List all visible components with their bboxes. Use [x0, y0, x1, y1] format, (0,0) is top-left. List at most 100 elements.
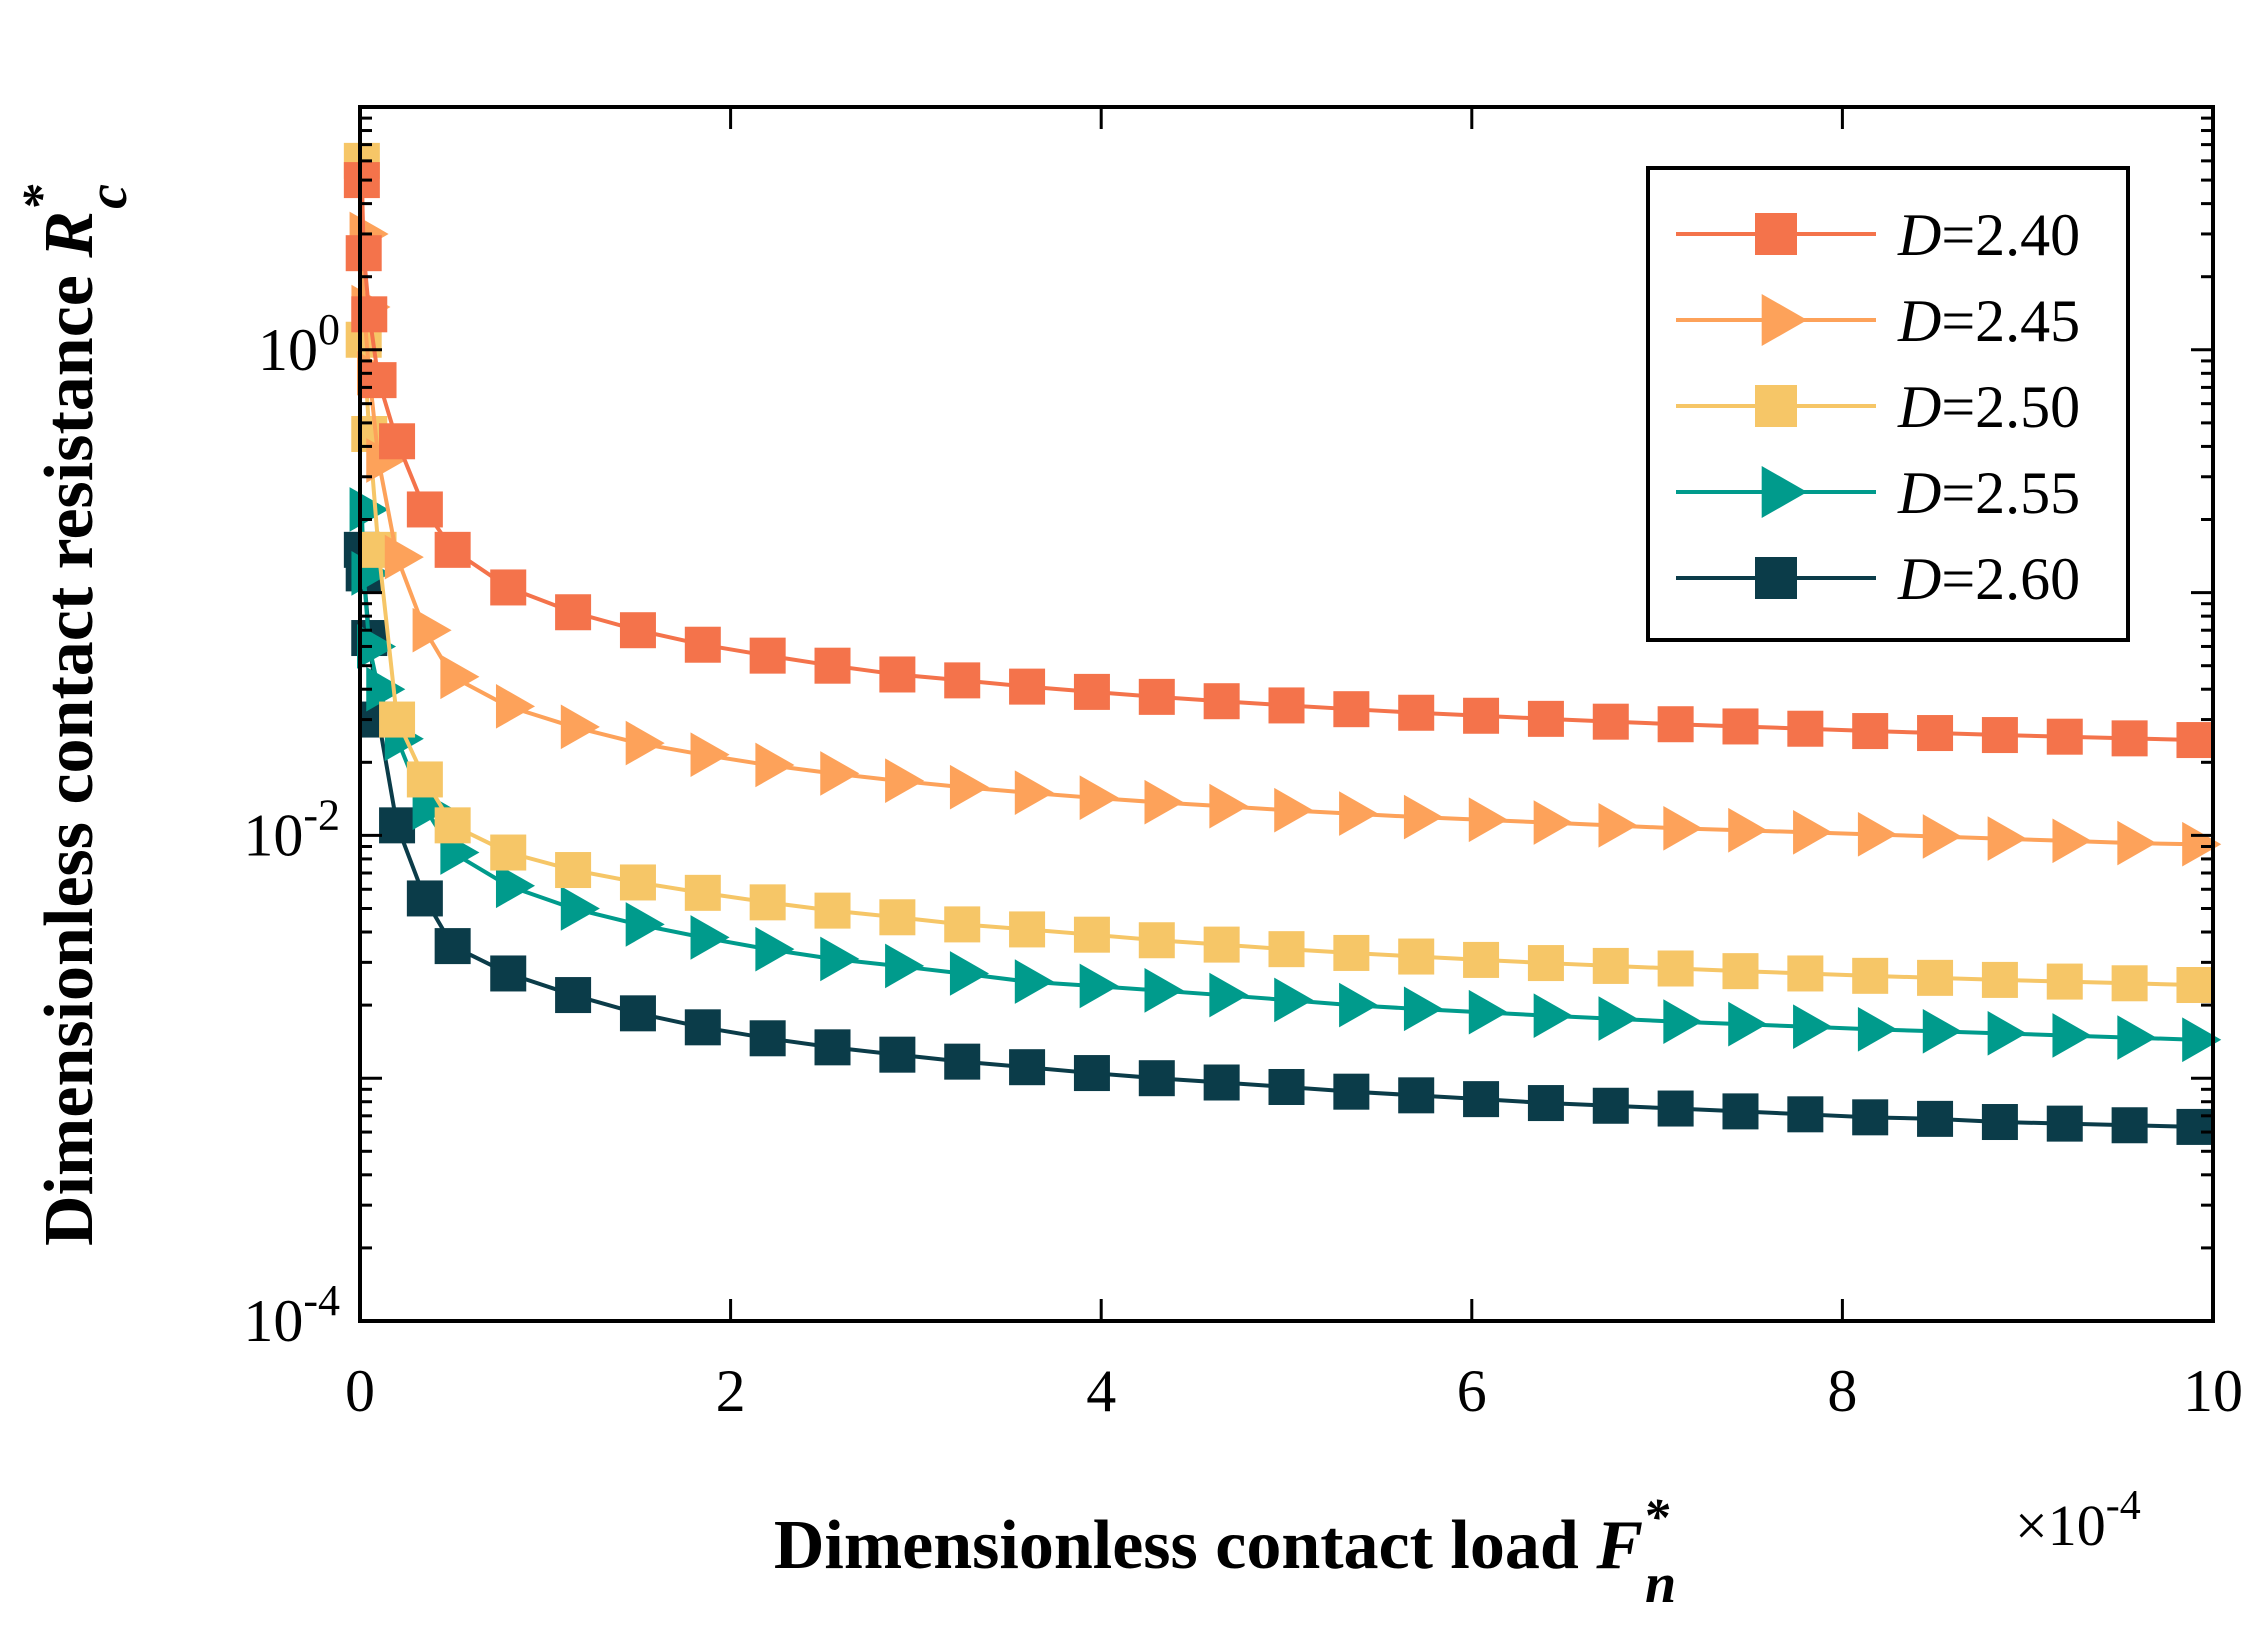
data-point — [944, 1043, 981, 1080]
data-point — [944, 662, 981, 699]
data-point — [434, 807, 471, 844]
data-point — [684, 626, 721, 663]
data-point — [490, 834, 527, 871]
data-point — [1722, 953, 1759, 990]
data-point — [684, 1009, 721, 1046]
data-point — [1333, 934, 1370, 971]
legend-item: D=2.50 — [1676, 374, 2080, 440]
data-point — [684, 874, 721, 911]
legend-marker — [1761, 293, 1808, 347]
data-point — [1987, 816, 2027, 861]
data-point — [1657, 950, 1694, 987]
data-point — [1787, 1096, 1824, 1133]
data-point — [1917, 715, 1954, 752]
data-point — [1079, 775, 1119, 821]
data-point — [814, 892, 851, 929]
data-point — [690, 732, 730, 778]
data-point — [1987, 1011, 2027, 1056]
data-point — [555, 852, 592, 889]
series-line — [359, 549, 2195, 1129]
data-point — [949, 764, 990, 810]
data-point — [2111, 1107, 2148, 1144]
series-line — [359, 180, 2195, 743]
data-point — [1079, 963, 1119, 1009]
data-point — [1981, 961, 2018, 998]
data-point — [434, 928, 471, 965]
data-point — [814, 1029, 851, 1066]
data-point — [1138, 922, 1175, 959]
data-point — [1398, 694, 1435, 731]
data-point — [749, 637, 786, 674]
legend: D=2.40 D=2.45 D=2.50 D=2.55 D=2.60 — [1646, 166, 2130, 642]
data-point — [1657, 1090, 1694, 1127]
data-point — [949, 951, 990, 996]
data-point — [690, 915, 730, 960]
data-point — [1527, 1085, 1564, 1122]
data-point — [379, 807, 416, 844]
data-point — [366, 438, 406, 483]
data-point — [1014, 770, 1054, 815]
data-point — [1014, 959, 1054, 1004]
data-point — [1922, 1008, 1962, 1054]
axes-layer: 100 10-2 10-40 2 4 6 8 10 — [243, 105, 2243, 1424]
data-point — [555, 594, 592, 631]
legend-label: D=2.55 — [1897, 460, 2080, 526]
data-point — [749, 1020, 786, 1057]
data-point — [2052, 818, 2092, 864]
data-point — [1138, 678, 1175, 715]
data-point — [1073, 1055, 1110, 1092]
data-point — [619, 864, 656, 901]
data-point — [406, 880, 443, 917]
legend-item: D=2.60 — [1676, 546, 2080, 612]
data-point — [1793, 809, 1833, 855]
axes-frame — [358, 105, 2215, 1323]
data-point — [1463, 941, 1500, 978]
legend-label: D=2.60 — [1897, 546, 2080, 612]
data-point — [2182, 821, 2222, 867]
data-point — [1793, 1004, 1833, 1050]
data-point — [1274, 787, 1314, 833]
data-point — [879, 1036, 916, 1073]
data-point — [1274, 977, 1314, 1023]
data-point — [1663, 999, 1703, 1044]
data-point — [1728, 807, 1768, 853]
legend-item: D=2.55 — [1676, 460, 2080, 526]
data-point — [1403, 986, 1443, 1032]
data-point — [1592, 703, 1629, 740]
data-point — [440, 654, 480, 700]
data-point — [2176, 722, 2213, 759]
data-point — [356, 624, 397, 669]
data-point — [495, 684, 536, 729]
data-point — [625, 720, 665, 766]
data-point — [406, 761, 443, 798]
data-point — [1857, 1006, 1897, 1052]
data-point — [2182, 1017, 2222, 1063]
data-point — [1073, 673, 1110, 710]
data-point — [1339, 791, 1379, 836]
data-point — [1268, 687, 1305, 724]
data-point — [1203, 926, 1240, 963]
data-point — [1917, 1100, 1954, 1137]
data-point — [2176, 967, 2213, 1004]
data-point — [1787, 955, 1824, 992]
data-point — [412, 607, 452, 653]
data-point — [1398, 938, 1435, 975]
data-point — [555, 977, 592, 1014]
x-tick-label: 6 — [1457, 1358, 1487, 1424]
data-point — [1527, 945, 1564, 982]
data-point — [625, 902, 665, 947]
data-point — [560, 704, 600, 750]
data-point — [1852, 713, 1889, 750]
x-tick-label: 8 — [1827, 1358, 1857, 1424]
y-tick-label: 10-2 — [243, 790, 340, 868]
data-point — [820, 936, 860, 982]
x-tick-label: 2 — [716, 1358, 746, 1424]
data-point — [1333, 691, 1370, 728]
x-axis-multiplier: ×10-4 — [2015, 1483, 2141, 1558]
data-point — [1144, 968, 1184, 1013]
data-point — [379, 701, 416, 738]
legend-label: D=2.50 — [1897, 374, 2080, 440]
data-point — [1917, 959, 1954, 996]
data-point — [1533, 993, 1573, 1038]
legend-marker — [1761, 465, 1808, 519]
